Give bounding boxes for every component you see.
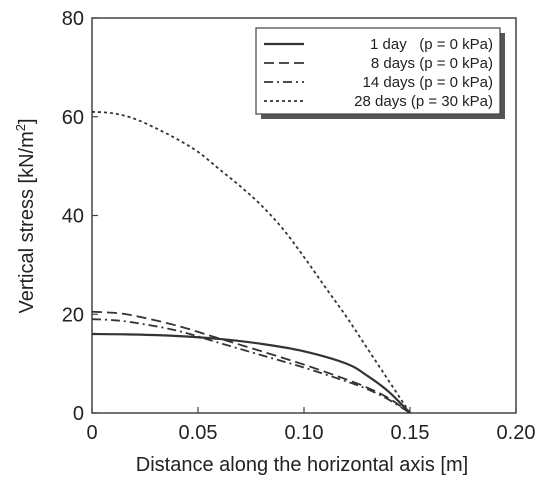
series-line-1 [91, 332, 411, 414]
legend-box [255, 27, 501, 115]
legend-entries: 1 day (p = 0 kPa) 8 days (p = 0 kPa) 14 da… [264, 36, 493, 110]
legend-label-2: 8 days (p = 0 kPa) [371, 55, 493, 72]
y-axis-title-superscript: 2 [13, 124, 28, 131]
y-axis-title: Vertical stress [kN/m2] [13, 118, 38, 313]
series-line-2 [91, 310, 411, 414]
y-tick-label: 20 [62, 304, 84, 326]
y-tick-label: 0 [73, 403, 84, 425]
legend-label-3: 14 days (p = 0 kPa) [363, 74, 494, 91]
legend: 1 day (p = 0 kPa) 8 days (p = 0 kPa) 14 da… [255, 27, 505, 119]
y-axis-title-close: ] [16, 118, 38, 124]
series-line-3 [91, 318, 411, 414]
legend-label-4: 28 days (p = 30 kPa) [354, 93, 493, 110]
x-axis-title: Distance along the horizontal axis [m] [136, 454, 468, 476]
series-lines [91, 110, 411, 414]
x-tick-label: 0.20 [497, 422, 536, 444]
axis-ticks: 0 0.05 0.10 0.15 0.20 0 20 40 60 80 [62, 8, 536, 444]
x-tick-label: 0.15 [391, 422, 430, 444]
x-tick-label: 0.05 [179, 422, 218, 444]
y-axis-title-main: Vertical stress [kN/m [16, 131, 38, 313]
legend-label-1: 1 day (p = 0 kPa) [370, 36, 493, 53]
y-tick-label: 60 [62, 107, 84, 129]
x-tick-label: 0 [86, 422, 97, 444]
series-line-4 [91, 110, 411, 414]
y-tick-label: 40 [62, 206, 84, 228]
y-tick-label: 80 [62, 8, 84, 30]
x-tick-label: 0.10 [285, 422, 324, 444]
